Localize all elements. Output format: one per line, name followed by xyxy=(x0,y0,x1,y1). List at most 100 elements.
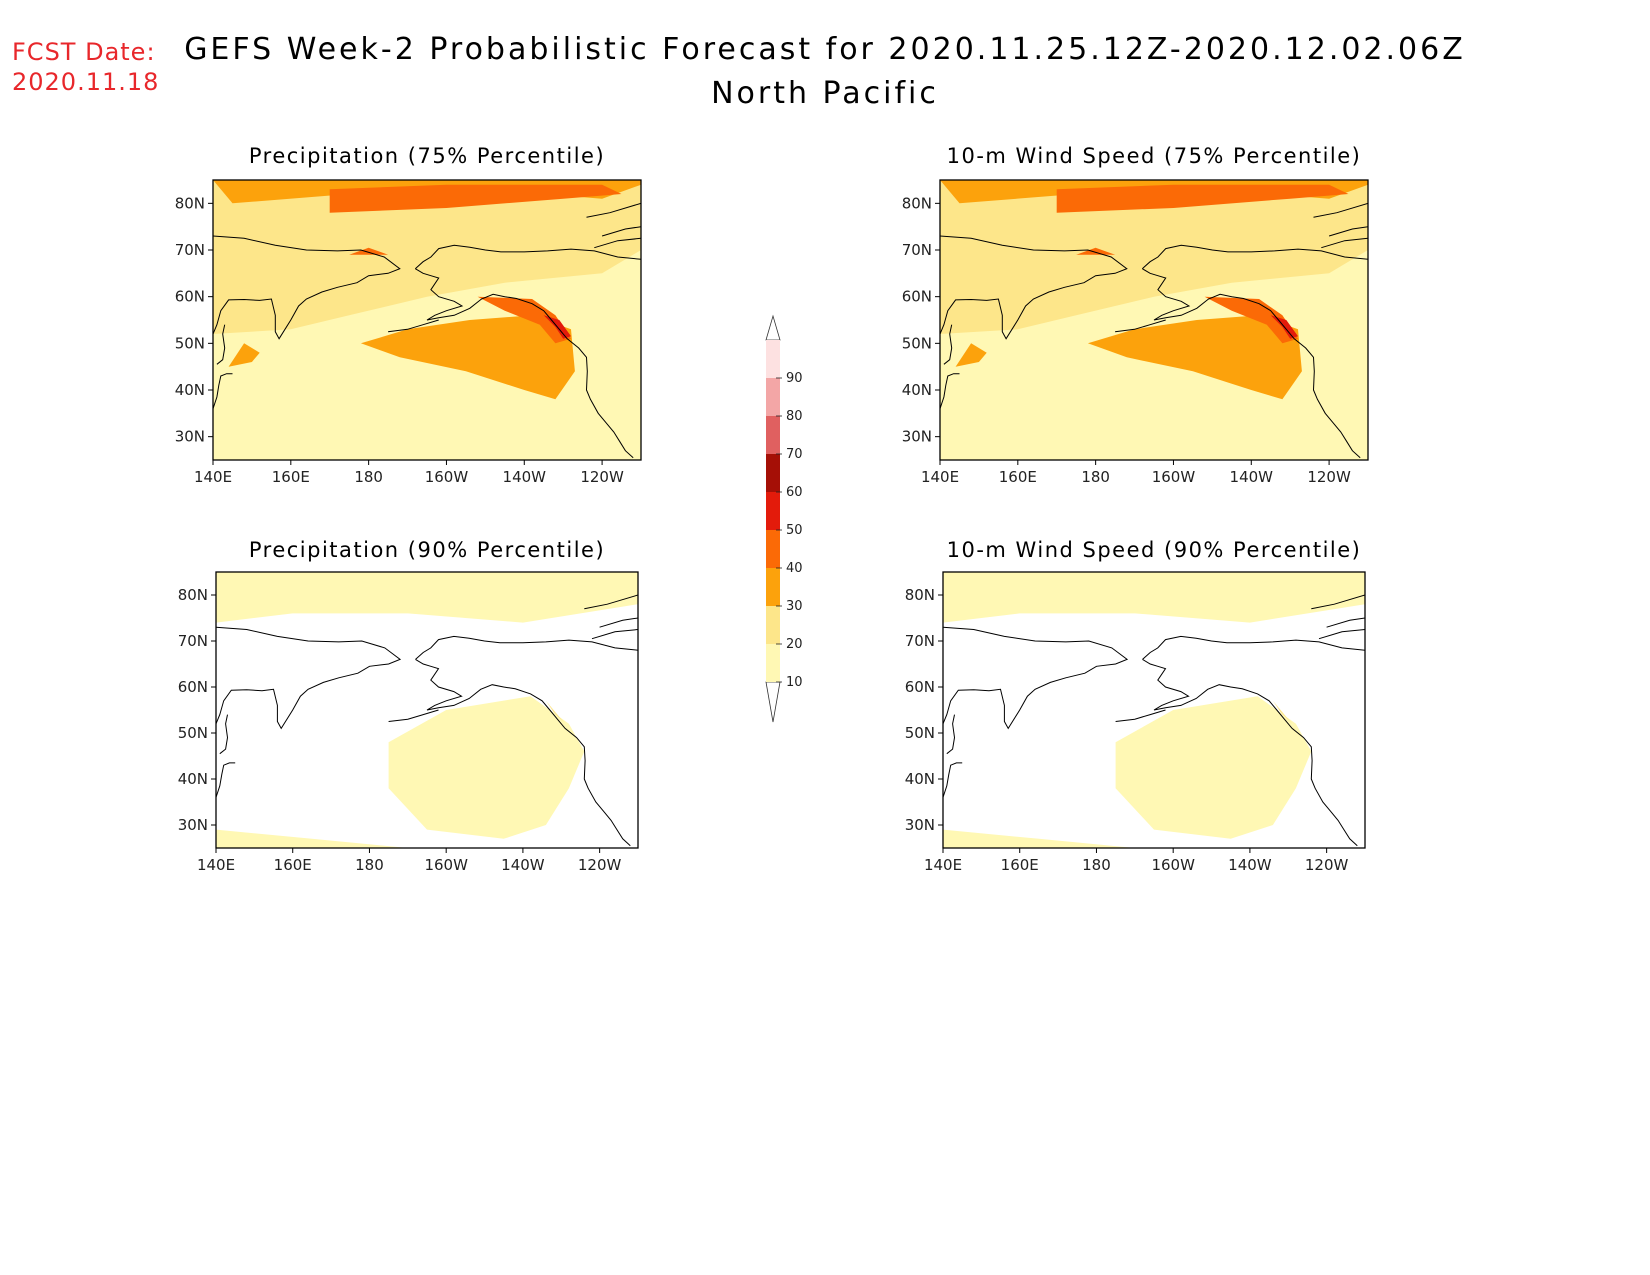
coastline xyxy=(940,235,1128,340)
lat-tick-label: 30N xyxy=(178,816,208,834)
lat-tick-label: 80N xyxy=(905,586,935,604)
coastline xyxy=(1318,629,1365,640)
contour-fill xyxy=(360,315,575,400)
lat-tick-label: 50N xyxy=(175,334,205,352)
coastline xyxy=(1313,202,1368,218)
contour-fill xyxy=(388,696,585,839)
lat-tick-label: 60N xyxy=(902,288,932,306)
coastline xyxy=(943,324,953,365)
lon-tick-label: 180 xyxy=(1082,856,1111,874)
lat-tick-label: 80N xyxy=(902,194,932,212)
map-frame xyxy=(212,179,642,461)
fcst-date-value: 2020.11.18 xyxy=(12,68,160,96)
lon-tick-label: 160W xyxy=(1151,856,1195,874)
coastline xyxy=(415,268,634,459)
lon-tick-label: 160E xyxy=(274,856,312,874)
panel-title-wind90: 10-m Wind Speed (90% Percentile) xyxy=(946,538,1362,562)
lat-tick-label: 80N xyxy=(175,194,205,212)
lon-tick-label: 160W xyxy=(424,856,468,874)
contour-fill xyxy=(940,180,1368,334)
lon-tick-label: 180 xyxy=(354,468,383,486)
lon-tick-label: 140E xyxy=(197,856,235,874)
colorbar-top-arrow xyxy=(765,314,781,341)
colorbar-segment xyxy=(766,568,780,606)
colorbar-label: 10 xyxy=(786,675,803,690)
lon-tick-label: 160W xyxy=(425,468,469,486)
coastline xyxy=(415,635,638,660)
lon-tick-label: 160E xyxy=(272,468,310,486)
panel-title-precip75: Precipitation (75% Percentile) xyxy=(248,144,606,168)
coastline xyxy=(946,714,956,755)
contour-fill xyxy=(349,247,389,255)
lon-tick-label: 180 xyxy=(1081,468,1110,486)
lat-tick-label: 60N xyxy=(178,678,208,696)
coastline xyxy=(1321,237,1368,249)
lat-tick-label: 60N xyxy=(905,678,935,696)
lon-tick-label: 140W xyxy=(503,468,547,486)
lat-tick-label: 70N xyxy=(902,241,932,259)
lon-tick-label: 140W xyxy=(1228,856,1272,874)
map-wind75: 140E 160E 180 160W 140W 120W 80N 70N 60N 50N 40N 30… xyxy=(902,179,1369,486)
coastline xyxy=(213,373,233,409)
lat-tick-label: 50N xyxy=(902,334,932,352)
map-frame xyxy=(942,571,1366,849)
lon-tick-label: 120W xyxy=(578,856,622,874)
coastline xyxy=(216,324,226,365)
coastline xyxy=(415,658,631,847)
colorbar-label: 70 xyxy=(786,447,803,462)
coastline xyxy=(216,626,402,730)
coastline xyxy=(1115,709,1166,722)
coastline xyxy=(601,226,641,237)
coastline xyxy=(586,202,641,218)
lon-tick-label: 140W xyxy=(1230,468,1274,486)
coastline xyxy=(1326,617,1365,628)
contour-fill xyxy=(329,184,622,213)
contour-fill xyxy=(213,180,641,334)
coastline xyxy=(599,617,638,628)
map-frame xyxy=(215,571,639,849)
lat-tick-label: 30N xyxy=(905,816,935,834)
colorbar-label: 40 xyxy=(786,561,803,576)
coastline xyxy=(1115,319,1166,333)
contour-fill xyxy=(1115,696,1312,839)
lat-tick-label: 40N xyxy=(175,381,205,399)
lon-tick-label: 160W xyxy=(1152,468,1196,486)
colorbar-label: 90 xyxy=(786,371,803,386)
lon-tick-label: 160E xyxy=(1001,856,1039,874)
contour-fill xyxy=(1056,184,1349,213)
colorbar-segment xyxy=(766,644,780,682)
colorbar-segment xyxy=(766,340,780,378)
colorbar-label: 80 xyxy=(786,409,803,424)
contour-fill xyxy=(216,572,638,623)
colorbar-bottom-arrow xyxy=(765,681,781,723)
colorbar-segment xyxy=(766,454,780,492)
contour-fill xyxy=(228,343,260,367)
coastline xyxy=(943,626,1129,730)
coastline xyxy=(943,762,963,798)
coastline xyxy=(591,629,638,640)
coastline xyxy=(219,714,229,755)
lon-tick-label: 120W xyxy=(1307,468,1351,486)
colorbar-label: 50 xyxy=(786,523,803,538)
coastline xyxy=(1142,635,1365,660)
lon-tick-label: 180 xyxy=(355,856,384,874)
panel-title-precip90: Precipitation (90% Percentile) xyxy=(248,538,606,562)
coastline xyxy=(1142,268,1361,459)
lat-tick-label: 30N xyxy=(175,428,205,446)
contour-fill xyxy=(477,296,571,344)
lat-tick-label: 70N xyxy=(175,241,205,259)
contour-fill xyxy=(943,829,1135,848)
lon-tick-label: 160E xyxy=(999,468,1037,486)
page-title: GEFS Week-2 Probabilistic Forecast for 2… xyxy=(184,32,1466,67)
fcst-date-label: FCST Date: xyxy=(12,38,156,66)
colorbar-segment xyxy=(766,416,780,454)
panel-title-wind75: 10-m Wind Speed (75% Percentile) xyxy=(946,144,1362,168)
colorbar-label: 60 xyxy=(786,485,803,500)
lon-tick-label: 120W xyxy=(580,468,624,486)
lat-tick-label: 60N xyxy=(175,288,205,306)
map-frame xyxy=(939,179,1369,461)
coastline xyxy=(388,709,439,722)
lat-tick-label: 40N xyxy=(178,770,208,788)
coastline xyxy=(388,319,439,333)
lon-tick-label: 120W xyxy=(1305,856,1349,874)
